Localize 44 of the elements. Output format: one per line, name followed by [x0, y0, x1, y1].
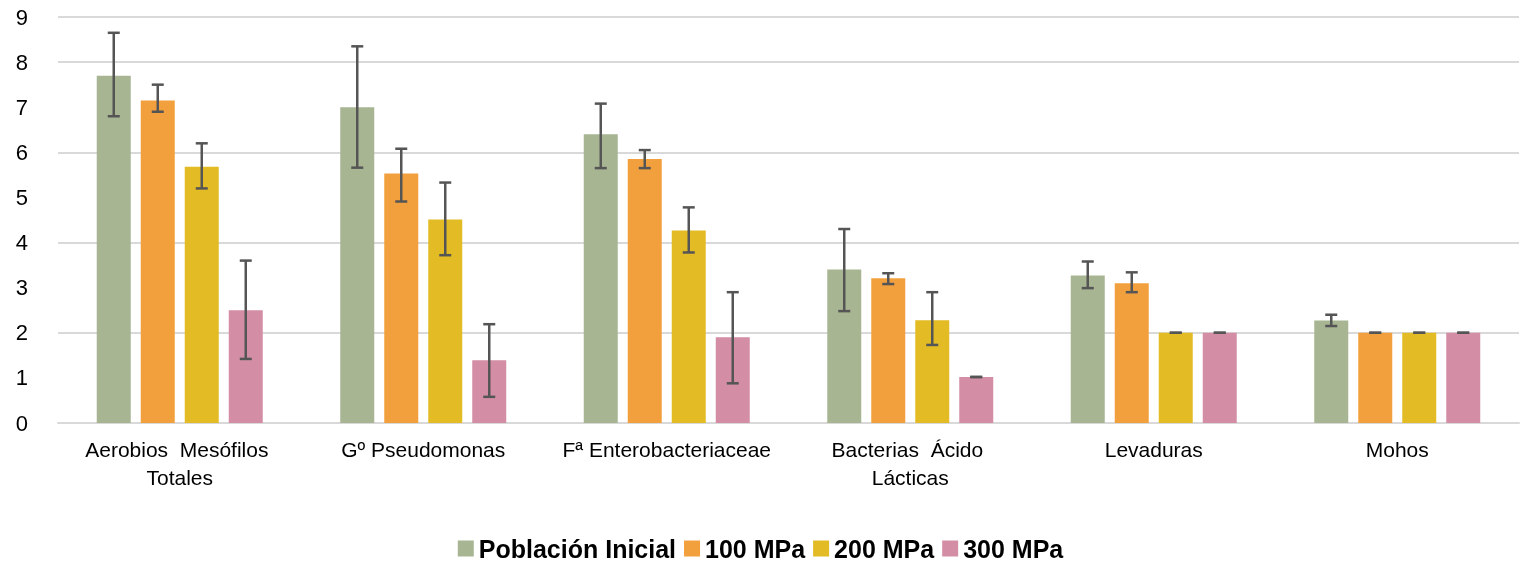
y-tick-label: 2: [15, 320, 28, 346]
bar: [827, 269, 862, 423]
legend-label: 300 MPa: [963, 534, 1065, 563]
y-tick-label: 0: [15, 410, 28, 436]
bar: [472, 360, 507, 423]
x-tick-label: Levaduras: [1104, 437, 1203, 461]
y-tick-label: 5: [15, 184, 28, 210]
legend-label: Población Inicial: [478, 534, 677, 563]
bar: [184, 166, 219, 423]
y-tick-label: 8: [15, 49, 28, 75]
bar: [340, 107, 375, 423]
bar: [627, 159, 662, 423]
bar: [1070, 275, 1105, 423]
y-tick-label: 6: [15, 139, 28, 165]
legend-label: 200 MPa: [834, 534, 936, 563]
bar: [959, 376, 994, 423]
bar: [140, 100, 175, 423]
y-tick-label: 3: [15, 275, 28, 301]
bar: [1358, 332, 1393, 423]
bar: [1446, 332, 1481, 423]
x-tick-label: Gº Pseudomonas: [341, 437, 506, 461]
bar: [671, 230, 706, 423]
bar: [715, 337, 750, 423]
y-tick-label: 1: [15, 365, 28, 391]
x-tick-label: Fª Enterobacteriaceae: [562, 437, 772, 461]
y-tick-label: 4: [15, 230, 28, 256]
bar: [871, 278, 906, 423]
bar: [228, 310, 263, 423]
bar: [1314, 320, 1349, 423]
bar: [1402, 332, 1437, 423]
bar: [96, 75, 131, 423]
y-tick-label: 9: [15, 4, 28, 30]
bar: [1114, 283, 1149, 423]
bar: [1158, 332, 1193, 423]
bar: [384, 173, 419, 423]
x-tick-label: Bacterias Ácido Lácticas: [831, 437, 990, 489]
bar: [1202, 332, 1237, 423]
bar: [915, 320, 950, 423]
legend-label: 100 MPa: [705, 534, 807, 563]
x-tick-label: Aerobios Mesófilos Totales: [85, 437, 275, 489]
bar: [428, 219, 463, 423]
y-tick-label: 7: [15, 94, 28, 120]
x-tick-label: Mohos: [1365, 437, 1429, 461]
bar: [583, 134, 618, 423]
